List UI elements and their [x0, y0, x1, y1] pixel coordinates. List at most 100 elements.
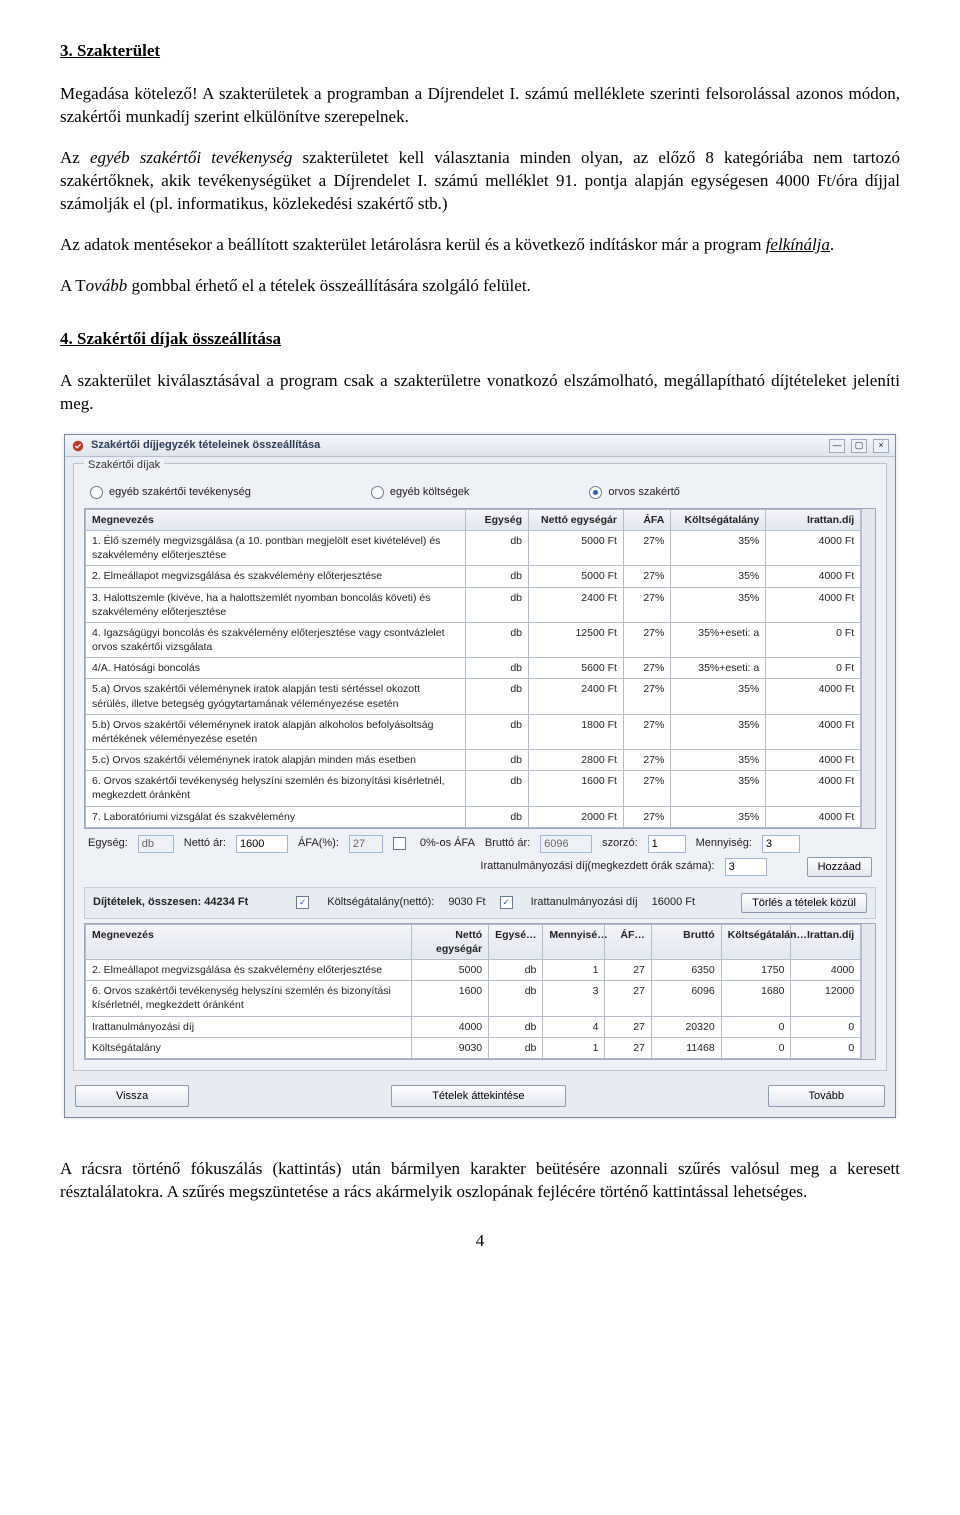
- cell: 27%: [623, 771, 670, 806]
- close-button[interactable]: ×: [873, 439, 889, 453]
- cell: db: [465, 771, 528, 806]
- table-row[interactable]: 4/A. Hatósági boncolásdb5600 Ft27%35%+es…: [86, 658, 861, 679]
- cell: db: [465, 679, 528, 714]
- col-header[interactable]: Mennyisé…: [543, 924, 605, 959]
- cell: 27%: [623, 679, 670, 714]
- col-header[interactable]: Nettó egységár: [529, 509, 624, 530]
- chk2-label: Irattanulmányozási díj: [531, 895, 638, 910]
- cell: 0: [721, 1037, 791, 1058]
- table-row[interactable]: 6. Orvos szakértői tevékenység helyszíni…: [86, 771, 861, 806]
- table-row[interactable]: 4. Igazságügyi boncolás és szakvélemény …: [86, 622, 861, 657]
- col-header[interactable]: Megnevezés: [86, 509, 466, 530]
- next-button[interactable]: Tovább: [768, 1085, 885, 1107]
- radio-dot-icon: [371, 486, 384, 499]
- scrollbar-2[interactable]: [861, 924, 875, 1059]
- cell: db: [489, 981, 543, 1016]
- cell: 27%: [623, 806, 670, 827]
- window-title: Szakértői díjjegyzék tételeinek összeáll…: [91, 438, 823, 453]
- cell: 0: [791, 1037, 861, 1058]
- cell: 4000: [791, 960, 861, 981]
- table-row[interactable]: 7. Laboratóriumi vizsgálat és szakvélemé…: [86, 806, 861, 827]
- cell: 35%: [671, 806, 766, 827]
- grid-selected-items[interactable]: MegnevezésNettó egységárEgysé…Mennyisé…Á…: [85, 924, 861, 1059]
- cell: 4000 Ft: [766, 806, 861, 827]
- cell: 4000 Ft: [766, 771, 861, 806]
- table-row[interactable]: 2. Elmeállapot megvizsgálása és szakvéle…: [86, 566, 861, 587]
- col-header[interactable]: Egysé…: [489, 924, 543, 959]
- cell: 6096: [651, 981, 721, 1016]
- chk-irattan[interactable]: [500, 896, 513, 909]
- cell: 5.b) Orvos szakértői véleménynek iratok …: [86, 714, 466, 749]
- cell: 27%: [623, 658, 670, 679]
- p4-it: ovább: [86, 276, 128, 295]
- cell: 2. Elmeállapot megvizsgálása és szakvéle…: [86, 566, 466, 587]
- menny-input[interactable]: [762, 835, 800, 853]
- maximize-button[interactable]: ▢: [851, 439, 867, 453]
- chk-koltsegatalany[interactable]: [296, 896, 309, 909]
- cell: db: [489, 960, 543, 981]
- cell: 4000 Ft: [766, 679, 861, 714]
- cell: 27: [605, 1016, 652, 1037]
- cell: 2800 Ft: [529, 750, 624, 771]
- cell: 27%: [623, 531, 670, 566]
- col-header[interactable]: Nettó egységár: [411, 924, 489, 959]
- brutto-label: Bruttó ár:: [485, 836, 530, 851]
- cell: 12000: [791, 981, 861, 1016]
- scrollbar[interactable]: [861, 509, 875, 828]
- table-row[interactable]: 3. Halottszemle (kivéve, ha a halottszem…: [86, 587, 861, 622]
- table-row[interactable]: 1. Élő személy megvizsgálása (a 10. pont…: [86, 531, 861, 566]
- add-button[interactable]: Hozzáad: [807, 857, 872, 877]
- table-row[interactable]: Irattanulmányozási díj4000db4272032000: [86, 1016, 861, 1037]
- col-header[interactable]: Költségátalány: [671, 509, 766, 530]
- col-header[interactable]: Irattan.díj: [766, 509, 861, 530]
- minimize-button[interactable]: —: [829, 439, 845, 453]
- cell: 27: [605, 981, 652, 1016]
- cell: 1. Élő személy megvizsgálása (a 10. pont…: [86, 531, 466, 566]
- col-header[interactable]: ÁF…: [605, 924, 652, 959]
- col-header[interactable]: Megnevezés: [86, 924, 412, 959]
- paragraph-2: Az egyéb szakértői tevékenység szakterül…: [60, 147, 900, 216]
- irat-input[interactable]: [725, 858, 767, 876]
- radio-1[interactable]: egyéb költségek: [371, 485, 470, 500]
- table-row[interactable]: 6. Orvos szakértői tevékenység helyszíni…: [86, 981, 861, 1016]
- col-header[interactable]: Bruttó: [651, 924, 721, 959]
- col-header[interactable]: Költségátalán…: [721, 924, 791, 959]
- cell: 4. Igazságügyi boncolás és szakvélemény …: [86, 622, 466, 657]
- paragraph-4: A Tovább gombbal érhető el a tételek öss…: [60, 275, 900, 298]
- afa0-label: 0%-os ÁFA: [420, 836, 475, 851]
- back-button[interactable]: Vissza: [75, 1085, 189, 1107]
- radio-2[interactable]: orvos szakértő: [589, 485, 680, 500]
- radio-row: egyéb szakértői tevékenység egyéb költség…: [84, 485, 876, 500]
- table-row[interactable]: 5.a) Orvos szakértői véleménynek iratok …: [86, 679, 861, 714]
- col-header[interactable]: ÁFA: [623, 509, 670, 530]
- cell: 3. Halottszemle (kivéve, ha a halottszem…: [86, 587, 466, 622]
- cell: 2400 Ft: [529, 679, 624, 714]
- review-button[interactable]: Tételek áttekintése: [391, 1085, 565, 1107]
- paragraph-3: Az adatok mentésekor a beállított szakte…: [60, 234, 900, 257]
- cell: db: [465, 566, 528, 587]
- p4-b: gombbal érhető el a tételek összeállítás…: [127, 276, 531, 295]
- fieldset-legend: Szakértői díjak: [84, 458, 164, 473]
- delete-button[interactable]: Törlés a tételek közül: [741, 893, 867, 913]
- chk2-val: 16000 Ft: [652, 895, 695, 910]
- szorzo-input[interactable]: [648, 835, 686, 853]
- cell: 1600 Ft: [529, 771, 624, 806]
- cell: 5000: [411, 960, 489, 981]
- table-row[interactable]: Költségátalány9030db1271146800: [86, 1037, 861, 1058]
- radio-0[interactable]: egyéb szakértői tevékenység: [90, 485, 251, 500]
- afa0-checkbox[interactable]: [393, 837, 406, 850]
- table-row[interactable]: 5.b) Orvos szakértői véleménynek iratok …: [86, 714, 861, 749]
- chk1-label: Költségátalány(nettó):: [327, 895, 434, 910]
- cell: 35%: [671, 587, 766, 622]
- netto-label: Nettó ár:: [184, 836, 226, 851]
- table-row[interactable]: 5.c) Orvos szakértői véleménynek iratok …: [86, 750, 861, 771]
- table-row[interactable]: 2. Elmeállapot megvizsgálása és szakvéle…: [86, 960, 861, 981]
- netto-input[interactable]: [236, 835, 288, 853]
- cell: 6. Orvos szakértői tevékenység helyszíni…: [86, 771, 466, 806]
- col-header[interactable]: Egység: [465, 509, 528, 530]
- irat-label: Irattanulmányozási díj(megkezdett órák s…: [480, 859, 714, 874]
- cell: 4000 Ft: [766, 750, 861, 771]
- grid-fee-items[interactable]: MegnevezésEgységNettó egységárÁFAKöltség…: [85, 509, 861, 828]
- cell: 27: [605, 1037, 652, 1058]
- p4-a: A T: [60, 276, 86, 295]
